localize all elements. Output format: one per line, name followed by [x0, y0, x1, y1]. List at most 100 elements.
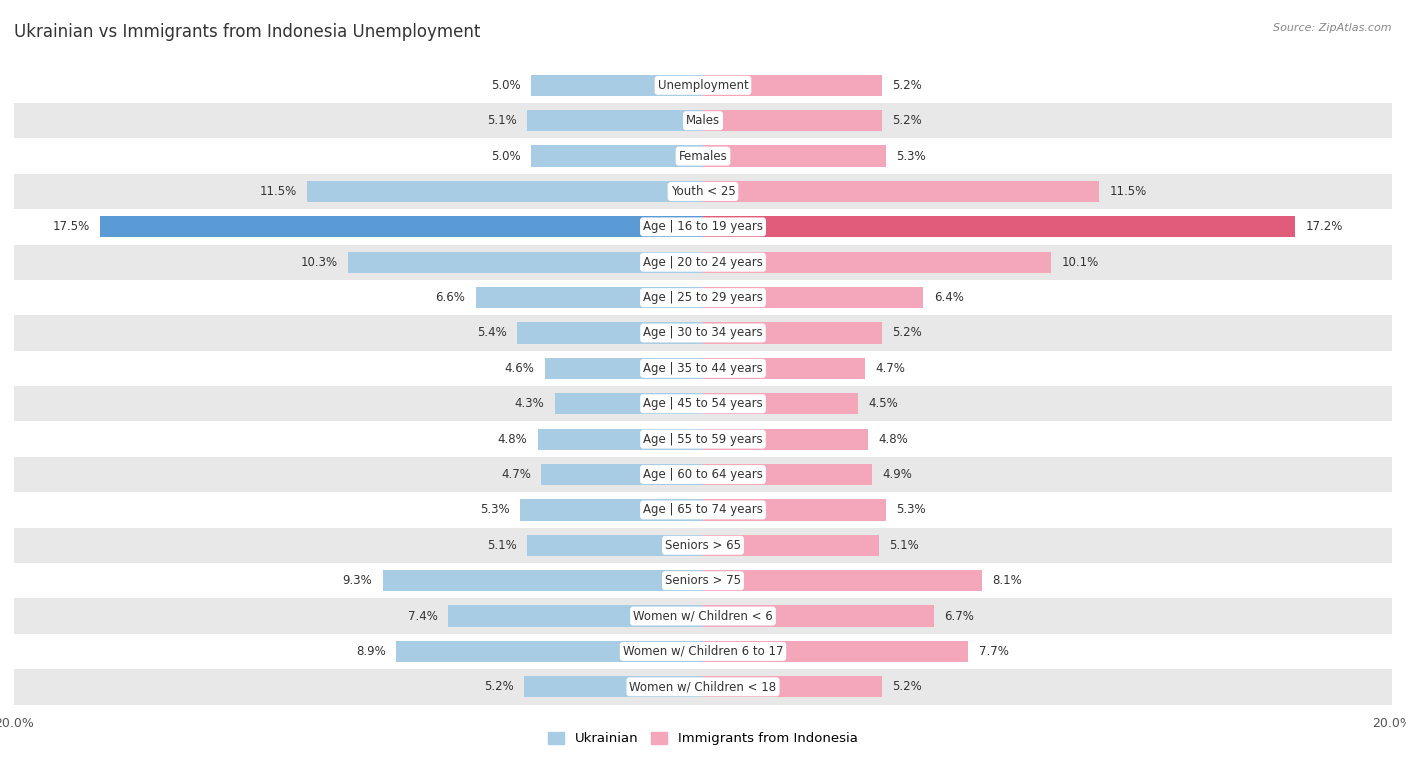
- Bar: [527, 534, 703, 556]
- Text: Age | 20 to 24 years: Age | 20 to 24 years: [643, 256, 763, 269]
- Bar: [524, 676, 703, 697]
- Text: 5.1%: 5.1%: [488, 539, 517, 552]
- Bar: [541, 464, 703, 485]
- Text: Women w/ Children 6 to 17: Women w/ Children 6 to 17: [623, 645, 783, 658]
- Bar: [703, 251, 1050, 273]
- Text: 4.7%: 4.7%: [501, 468, 531, 481]
- Text: 8.1%: 8.1%: [993, 574, 1022, 587]
- Bar: [14, 598, 1392, 634]
- Text: Ukrainian vs Immigrants from Indonesia Unemployment: Ukrainian vs Immigrants from Indonesia U…: [14, 23, 481, 41]
- Bar: [703, 500, 886, 521]
- Text: 9.3%: 9.3%: [343, 574, 373, 587]
- Text: 5.4%: 5.4%: [477, 326, 506, 339]
- Bar: [703, 534, 879, 556]
- Bar: [544, 358, 703, 379]
- Text: 4.3%: 4.3%: [515, 397, 544, 410]
- Bar: [100, 217, 703, 238]
- Bar: [382, 570, 703, 591]
- Bar: [14, 669, 1392, 705]
- Bar: [14, 492, 1392, 528]
- Text: Age | 65 to 74 years: Age | 65 to 74 years: [643, 503, 763, 516]
- Text: 5.0%: 5.0%: [491, 150, 520, 163]
- Text: Age | 30 to 34 years: Age | 30 to 34 years: [643, 326, 763, 339]
- Bar: [531, 145, 703, 167]
- Bar: [703, 322, 882, 344]
- Text: 4.7%: 4.7%: [875, 362, 905, 375]
- Text: 5.2%: 5.2%: [484, 681, 513, 693]
- Text: Women w/ Children < 6: Women w/ Children < 6: [633, 609, 773, 622]
- Text: Age | 45 to 54 years: Age | 45 to 54 years: [643, 397, 763, 410]
- Text: 8.9%: 8.9%: [356, 645, 387, 658]
- Bar: [531, 75, 703, 96]
- Bar: [517, 322, 703, 344]
- Bar: [703, 75, 882, 96]
- Text: 5.2%: 5.2%: [893, 114, 922, 127]
- Text: Males: Males: [686, 114, 720, 127]
- Bar: [14, 245, 1392, 280]
- Text: 5.2%: 5.2%: [893, 79, 922, 92]
- Bar: [449, 606, 703, 627]
- Text: 4.6%: 4.6%: [505, 362, 534, 375]
- Text: Women w/ Children < 18: Women w/ Children < 18: [630, 681, 776, 693]
- Text: 4.8%: 4.8%: [879, 433, 908, 446]
- Bar: [703, 287, 924, 308]
- Bar: [703, 606, 934, 627]
- Text: Females: Females: [679, 150, 727, 163]
- Bar: [14, 209, 1392, 245]
- Bar: [307, 181, 703, 202]
- Bar: [703, 393, 858, 414]
- Text: 5.2%: 5.2%: [893, 326, 922, 339]
- Text: 5.2%: 5.2%: [893, 681, 922, 693]
- Bar: [703, 145, 886, 167]
- Bar: [703, 641, 969, 662]
- Bar: [14, 139, 1392, 174]
- Bar: [475, 287, 703, 308]
- Text: 4.8%: 4.8%: [498, 433, 527, 446]
- Text: 7.7%: 7.7%: [979, 645, 1008, 658]
- Text: 6.4%: 6.4%: [934, 291, 963, 304]
- Bar: [396, 641, 703, 662]
- Bar: [703, 428, 869, 450]
- Bar: [14, 103, 1392, 139]
- Bar: [349, 251, 703, 273]
- Bar: [537, 428, 703, 450]
- Bar: [14, 316, 1392, 350]
- Text: Source: ZipAtlas.com: Source: ZipAtlas.com: [1274, 23, 1392, 33]
- Bar: [14, 174, 1392, 209]
- Text: 5.3%: 5.3%: [481, 503, 510, 516]
- Bar: [14, 350, 1392, 386]
- Bar: [14, 528, 1392, 563]
- Bar: [14, 67, 1392, 103]
- Text: 10.1%: 10.1%: [1062, 256, 1098, 269]
- Text: 5.3%: 5.3%: [896, 503, 925, 516]
- Text: 11.5%: 11.5%: [259, 185, 297, 198]
- Bar: [703, 570, 981, 591]
- Text: 10.3%: 10.3%: [301, 256, 337, 269]
- Text: 17.2%: 17.2%: [1306, 220, 1343, 233]
- Bar: [703, 464, 872, 485]
- Text: Unemployment: Unemployment: [658, 79, 748, 92]
- Text: 5.1%: 5.1%: [488, 114, 517, 127]
- Text: Age | 55 to 59 years: Age | 55 to 59 years: [643, 433, 763, 446]
- Text: Age | 16 to 19 years: Age | 16 to 19 years: [643, 220, 763, 233]
- Text: 5.0%: 5.0%: [491, 79, 520, 92]
- Bar: [703, 217, 1295, 238]
- Bar: [14, 386, 1392, 422]
- Bar: [14, 456, 1392, 492]
- Legend: Ukrainian, Immigrants from Indonesia: Ukrainian, Immigrants from Indonesia: [543, 727, 863, 750]
- Bar: [14, 634, 1392, 669]
- Text: 7.4%: 7.4%: [408, 609, 437, 622]
- Bar: [703, 110, 882, 131]
- Text: Age | 35 to 44 years: Age | 35 to 44 years: [643, 362, 763, 375]
- Bar: [14, 280, 1392, 316]
- Bar: [14, 422, 1392, 456]
- Text: 17.5%: 17.5%: [52, 220, 90, 233]
- Bar: [527, 110, 703, 131]
- Bar: [14, 563, 1392, 598]
- Bar: [555, 393, 703, 414]
- Text: 6.6%: 6.6%: [436, 291, 465, 304]
- Bar: [703, 181, 1099, 202]
- Text: Youth < 25: Youth < 25: [671, 185, 735, 198]
- Text: 5.3%: 5.3%: [896, 150, 925, 163]
- Text: 11.5%: 11.5%: [1109, 185, 1147, 198]
